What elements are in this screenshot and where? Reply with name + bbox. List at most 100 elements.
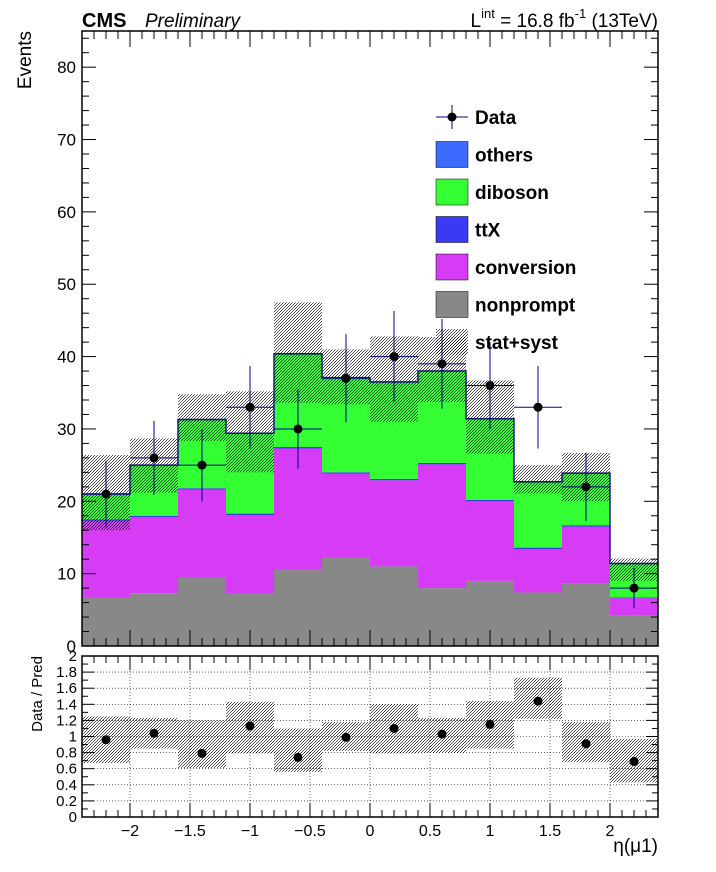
data-point-6	[389, 352, 399, 362]
legend-label: stat+syst	[475, 333, 559, 354]
main-ytick-label: 80	[57, 58, 76, 77]
ratio-point-1	[149, 728, 159, 738]
ratio-band-2	[178, 720, 226, 768]
main-ytick-label: 50	[57, 275, 76, 294]
legend-item-others: others	[435, 141, 533, 168]
data-point-3	[245, 402, 255, 412]
bar-nonprompt-7	[418, 588, 466, 646]
lumi-sup: int	[481, 6, 495, 21]
legend-data-marker	[447, 112, 457, 122]
bar-nonprompt-0	[82, 597, 130, 646]
legend-label: nonprompt	[475, 296, 576, 317]
ratio-x-axis: −2 −1.5 −1 −0.5 0 0.5 1 1.5 2	[81, 656, 659, 840]
ratio-band-layer	[82, 677, 658, 783]
ratio-point-4	[293, 752, 303, 762]
ratio-point-8	[485, 719, 495, 729]
ratio-xtick-label: 0	[366, 823, 375, 840]
uncertainty-band-9	[514, 465, 562, 494]
data-point-9	[533, 402, 543, 412]
bar-conversion-7	[418, 464, 466, 589]
ratio-xtick-label: 0.5	[419, 823, 441, 840]
experiment-label: CMS	[82, 10, 126, 32]
main-ytick-label: 20	[57, 492, 76, 511]
data-point-8	[485, 381, 495, 391]
bar-conversion-0	[82, 520, 130, 598]
legend-swatch	[435, 178, 469, 206]
main-ytick-label: 10	[57, 565, 76, 584]
main-ytick-label: 30	[57, 420, 76, 439]
ratio-ytick-label: 1.8	[56, 664, 77, 681]
ratio-ytick-label: 2	[69, 648, 77, 665]
main-x-ticks	[81, 31, 659, 646]
ratio-point-11	[629, 756, 639, 766]
ratio-ytick-label: 1.6	[56, 680, 77, 697]
bar-conversion-6	[370, 480, 418, 567]
ratio-band-4	[274, 728, 322, 772]
ratio-ytick-label: 0.4	[56, 777, 77, 794]
legend-swatch-hatch	[436, 329, 468, 355]
ratio-point-3	[245, 721, 255, 731]
legend: Data others diboson ttX conversion nonprompt s…	[435, 105, 576, 355]
ratio-point-2	[197, 748, 207, 758]
lumi-prefix: L	[471, 11, 482, 32]
ratio-point-5	[341, 732, 351, 742]
legend-label: ttX	[475, 221, 501, 242]
legend-label: conversion	[475, 258, 576, 279]
legend-swatch	[435, 291, 469, 318]
bar-ttX-6	[370, 478, 418, 481]
legend-item-nonprompt: nonprompt	[435, 291, 576, 318]
bar-nonprompt-4	[274, 570, 322, 646]
data-point-11	[629, 583, 639, 593]
ratio-panel: 00.20.40.60.811.21.41.61.82 −2 −1.5 −1 −0.5…	[29, 648, 659, 857]
bar-ttX-1	[130, 515, 178, 518]
data-point-7	[437, 359, 447, 369]
ratio-ytick-label: 0	[69, 809, 77, 826]
lumi-value: = 16.8 fb	[495, 11, 575, 32]
legend-swatch	[435, 253, 469, 281]
main-ytick-label: 60	[57, 203, 76, 222]
lumi-unit-sup: -1	[575, 6, 587, 21]
legend-item-diboson: diboson	[435, 178, 549, 206]
bar-ttX-10	[562, 525, 610, 527]
lumi-label: Lint = 16.8 fb-1 (13TeV)	[471, 6, 658, 32]
bar-nonprompt-6	[370, 566, 418, 646]
ratio-xtick-label: −2	[121, 823, 139, 840]
legend-label: Data	[475, 108, 517, 129]
status-label: Preliminary	[145, 11, 242, 32]
bar-nonprompt-2	[178, 577, 226, 646]
lumi-energy: (13TeV)	[586, 11, 658, 32]
bar-ttX-3	[226, 513, 274, 516]
ratio-y-axis: 00.20.40.60.811.21.41.61.82	[56, 648, 658, 826]
data-point-10	[581, 482, 591, 492]
ratio-ytick-label: 1.2	[56, 712, 77, 729]
data-point-0	[101, 489, 111, 499]
main-y-axis-label: Events	[15, 31, 36, 89]
bar-conversion-9	[514, 549, 562, 593]
legend-item-Data: Data	[436, 105, 517, 129]
ratio-points-layer	[101, 696, 639, 766]
ratio-ytick-label: 0.2	[56, 793, 77, 810]
ratio-ytick-label: 0.6	[56, 761, 77, 778]
ratio-ytick-label: 0.8	[56, 745, 77, 762]
legend-swatch	[435, 216, 469, 243]
ratio-point-0	[101, 735, 111, 745]
data-point-2	[197, 460, 207, 470]
ratio-ytick-label: 1.4	[56, 696, 77, 713]
main-ytick-label: 0	[67, 637, 76, 656]
legend-item-ttX: ttX	[435, 216, 501, 243]
main-ytick-label: 70	[57, 131, 76, 150]
legend-item-conversion: conversion	[435, 253, 576, 281]
data-point-1	[149, 453, 159, 463]
bar-conversion-2	[178, 489, 226, 578]
ratio-xtick-label: −1	[241, 823, 259, 840]
bar-nonprompt-9	[514, 592, 562, 646]
bar-conversion-8	[466, 501, 514, 581]
legend-item-stat+syst: stat+syst	[436, 329, 559, 355]
ratio-y-axis-label: Data / Pred	[29, 656, 46, 732]
bar-conversion-5	[322, 473, 370, 558]
bar-nonprompt-5	[322, 557, 370, 646]
ratio-x-axis-label: η(μ1)	[613, 836, 658, 857]
bar-ttX-5	[322, 472, 370, 474]
bar-conversion-1	[130, 517, 178, 594]
